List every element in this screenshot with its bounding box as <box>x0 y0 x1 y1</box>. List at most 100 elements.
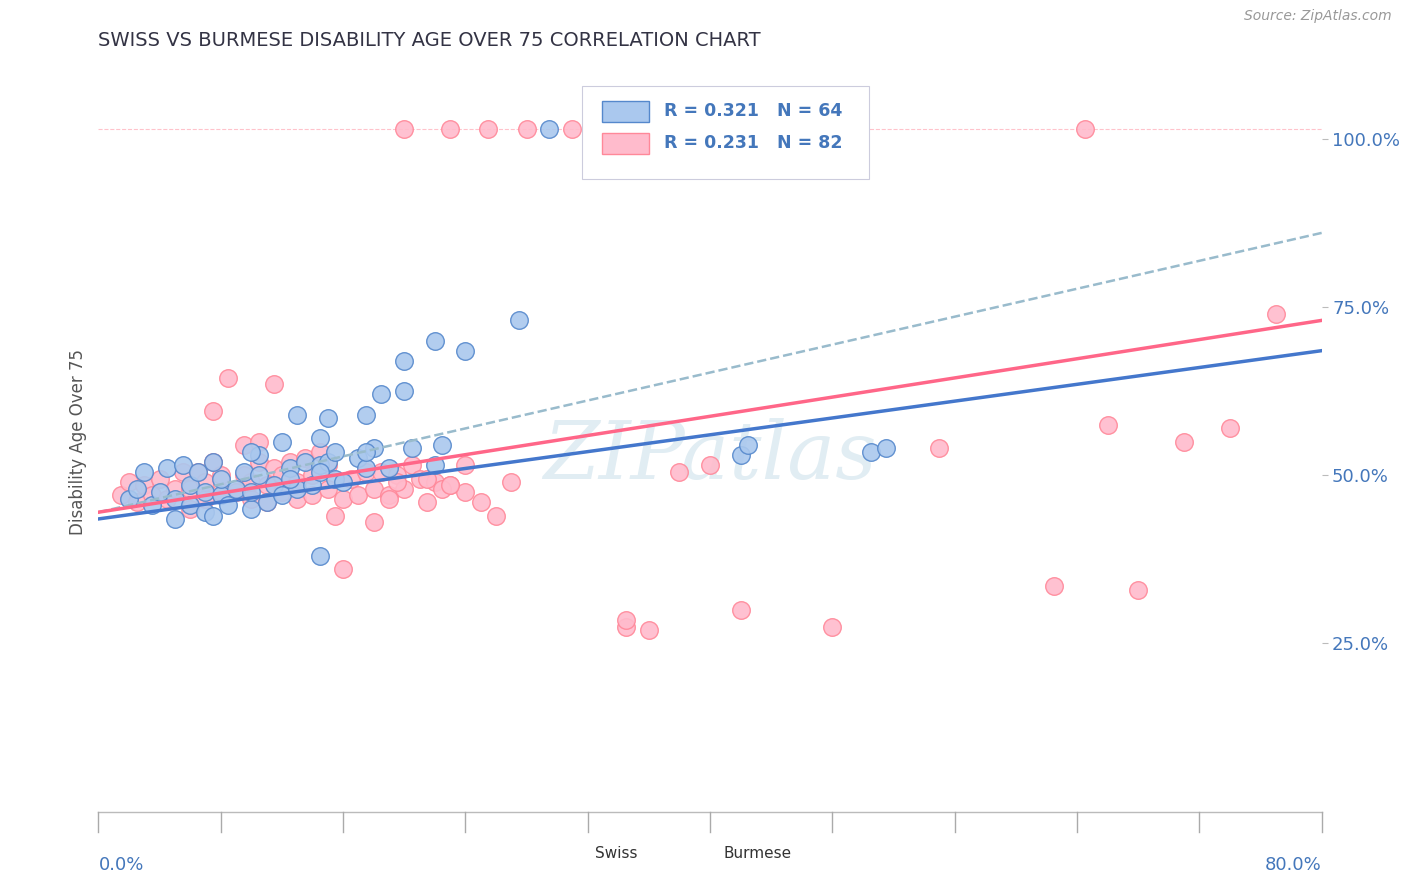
Point <box>485 508 508 523</box>
Point <box>378 491 401 506</box>
Point <box>270 485 294 500</box>
Point <box>416 471 439 485</box>
Point <box>332 562 354 576</box>
Point <box>187 465 209 479</box>
Point <box>385 468 408 483</box>
Point <box>325 444 347 458</box>
Point <box>232 465 254 479</box>
Point <box>294 451 316 466</box>
Point <box>217 370 239 384</box>
Text: Swiss: Swiss <box>595 846 637 861</box>
Point <box>209 488 232 502</box>
Point <box>301 478 323 492</box>
Point <box>110 488 132 502</box>
Point <box>1097 417 1119 432</box>
Point <box>240 501 263 516</box>
Point <box>240 475 263 489</box>
Point <box>1173 434 1195 449</box>
Point <box>332 475 354 489</box>
Point <box>347 451 370 466</box>
Point <box>516 121 538 136</box>
Point <box>309 444 332 458</box>
Point <box>270 468 294 483</box>
Point <box>202 455 225 469</box>
Point <box>217 499 239 513</box>
Point <box>668 465 690 479</box>
Point <box>392 353 416 368</box>
Point <box>392 121 416 136</box>
Point <box>385 475 408 489</box>
FancyBboxPatch shape <box>602 133 650 153</box>
Point <box>263 461 285 475</box>
Point <box>614 619 637 633</box>
FancyBboxPatch shape <box>582 87 869 178</box>
Point <box>247 448 270 462</box>
Point <box>149 485 172 500</box>
Point <box>194 475 217 489</box>
Point <box>363 482 385 496</box>
Point <box>614 121 637 136</box>
Point <box>1264 307 1286 321</box>
Point <box>309 549 332 563</box>
Point <box>179 482 201 496</box>
Point <box>354 408 377 422</box>
Point <box>134 478 156 492</box>
Point <box>859 444 882 458</box>
Point <box>508 313 530 327</box>
Point <box>225 485 247 500</box>
Point <box>392 482 416 496</box>
Point <box>256 495 278 509</box>
Point <box>285 475 308 489</box>
Point <box>401 458 423 472</box>
FancyBboxPatch shape <box>564 841 591 865</box>
Point <box>614 613 637 627</box>
Point <box>256 478 278 492</box>
Point <box>309 465 332 479</box>
Point <box>285 408 308 422</box>
Point <box>141 499 163 513</box>
Text: 80.0%: 80.0% <box>1265 856 1322 874</box>
Point <box>209 485 232 500</box>
Point <box>156 491 179 506</box>
Point <box>316 482 339 496</box>
Point <box>179 499 201 513</box>
Point <box>225 482 247 496</box>
Point <box>432 438 454 452</box>
Point <box>263 478 285 492</box>
FancyBboxPatch shape <box>602 101 650 121</box>
Point <box>423 334 446 348</box>
Point <box>454 485 477 500</box>
Point <box>247 434 270 449</box>
Point <box>202 508 225 523</box>
Point <box>737 438 759 452</box>
Point <box>263 377 285 392</box>
Point <box>423 458 446 472</box>
Point <box>354 461 377 475</box>
Point <box>439 478 461 492</box>
Point <box>354 465 377 479</box>
Point <box>156 461 179 475</box>
Point <box>209 471 232 485</box>
Point <box>370 465 392 479</box>
Text: R = 0.231   N = 82: R = 0.231 N = 82 <box>664 134 842 153</box>
Point <box>278 461 301 475</box>
Point <box>118 475 141 489</box>
Point <box>821 619 844 633</box>
Point <box>699 458 721 472</box>
Point <box>316 411 339 425</box>
Point <box>638 623 661 637</box>
Point <box>309 458 332 472</box>
Point <box>1043 579 1066 593</box>
Point <box>163 491 186 506</box>
Point <box>232 438 254 452</box>
Point <box>316 458 339 472</box>
Point <box>240 444 263 458</box>
Point <box>202 404 225 418</box>
Point <box>163 512 186 526</box>
Point <box>309 431 332 445</box>
Point <box>325 508 347 523</box>
FancyBboxPatch shape <box>692 841 718 865</box>
Point <box>423 475 446 489</box>
Point <box>172 458 194 472</box>
Point <box>202 455 225 469</box>
